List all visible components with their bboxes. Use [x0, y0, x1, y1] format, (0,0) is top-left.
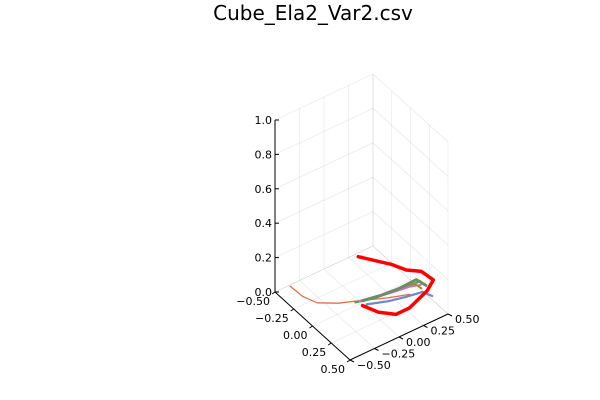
grid-line-sidewall-z-2	[274, 176, 374, 224]
y-tick-mark-1	[374, 348, 379, 351]
x-tick-mark-4	[346, 359, 351, 363]
grid-line-floor-y-1	[299, 280, 375, 349]
x-tick-mark-3	[327, 342, 332, 346]
x-tick-label-0: −0.50	[236, 295, 270, 308]
z-tick-label-1: 0.2	[255, 252, 273, 265]
y-tick-label-3: 0.25	[431, 325, 456, 338]
grid-line-sidewall-z-5	[274, 73, 374, 121]
grid-line-floor-x-2	[312, 279, 411, 327]
grid-line-backwall-z-0	[372, 245, 449, 315]
z-tick-label-5: 1.0	[255, 114, 273, 127]
y-tick-label-4: 0.50	[455, 313, 480, 326]
z-tick-label-3: 0.6	[255, 183, 273, 196]
grid-line-backwall-z-3	[372, 142, 449, 212]
y-tick-label-2: 0.00	[406, 336, 431, 349]
grid-line-sidewall-z-3	[274, 142, 374, 190]
z-tick-label-0: 0.0	[255, 286, 273, 299]
grid-layer	[274, 73, 449, 361]
z-tick-label-2: 0.4	[255, 217, 273, 230]
series-line-4	[361, 278, 428, 302]
y-tick-mark-2	[398, 336, 404, 340]
grid-line-sidewall-z-4	[274, 108, 374, 155]
grid-line-floor-y-4	[372, 245, 449, 315]
grid-line-backwall-z-2	[372, 176, 449, 246]
grid-line-floor-y-2	[323, 268, 400, 338]
series-line-6	[356, 254, 436, 317]
y-tick-label-1: −0.25	[382, 348, 416, 361]
x-tick-mark-2	[309, 325, 313, 329]
grid-line-backwall-z-5	[372, 73, 449, 143]
x-tick-mark-0	[271, 291, 276, 295]
grid-line-backwall-z-1	[372, 211, 449, 280]
chart-title: Cube_Ela2_Var2.csv	[213, 1, 413, 25]
y-tick-mark-0	[349, 359, 355, 363]
y-tick-mark-4	[447, 313, 453, 317]
x-tick-label-2: 0.00	[283, 329, 308, 342]
x-tick-label-4: 0.50	[321, 363, 346, 376]
z-tick-label-4: 0.8	[255, 148, 273, 161]
grid-line-floor-y-3	[348, 257, 424, 326]
x-tick-label-1: −0.25	[255, 312, 289, 325]
grid-line-backwall-z-4	[372, 108, 449, 177]
grid-line-sidewall-z-0	[274, 245, 374, 293]
tick-layer: −0.50−0.250.000.250.50 −0.50−0.250.000.25…	[236, 114, 479, 376]
x-tick-mark-1	[290, 308, 295, 312]
grid-line-floor-x-1	[293, 262, 392, 310]
grid-line-floor-x-0	[274, 245, 374, 293]
y-tick-label-0: −0.50	[357, 359, 391, 372]
grid-line-sidewall-z-1	[274, 211, 374, 258]
x-tick-label-3: 0.25	[302, 346, 327, 359]
series-line-0	[289, 285, 411, 304]
series-layer	[289, 254, 436, 317]
y-tick-mark-3	[423, 325, 428, 328]
